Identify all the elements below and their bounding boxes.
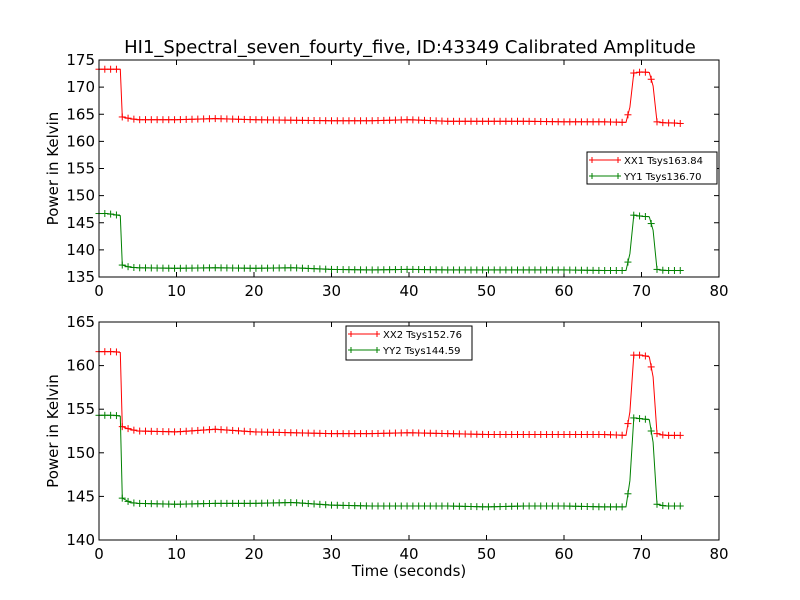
y-tick-label: 175 bbox=[66, 51, 95, 69]
y-tick-label: 150 bbox=[66, 187, 95, 205]
series-markers-1 bbox=[95, 348, 684, 439]
y-tick-label: 165 bbox=[66, 105, 95, 123]
y-axis-label: Power in Kelvin bbox=[44, 374, 62, 488]
x-tick-label: 60 bbox=[554, 282, 573, 300]
chart-title: HI1_Spectral_seven_fourty_five, ID:43349… bbox=[124, 37, 696, 58]
x-tick-label: 40 bbox=[399, 545, 418, 563]
x-tick-label: 70 bbox=[632, 282, 651, 300]
x-tick-label: 0 bbox=[94, 282, 104, 300]
x-tick-label: 30 bbox=[322, 545, 341, 563]
y-tick-label: 135 bbox=[66, 268, 95, 286]
legend-box bbox=[345, 325, 473, 361]
y-tick-label: 165 bbox=[66, 313, 95, 331]
y-tick-label: 150 bbox=[66, 444, 95, 462]
y-tick-label: 160 bbox=[66, 357, 95, 375]
x-tick-label: 10 bbox=[167, 545, 186, 563]
plot-frame bbox=[98, 321, 720, 541]
x-tick-label: 10 bbox=[167, 282, 186, 300]
x-tick-label: 80 bbox=[709, 545, 728, 563]
x-tick-label: 30 bbox=[322, 282, 341, 300]
x-tick-label: 60 bbox=[554, 545, 573, 563]
plot-2: 0 10 20 30 40 50 60 70 80 140 145 150 155 160 165 Power… bbox=[44, 313, 729, 580]
legend-label-2: YY1 Tsys136.70 bbox=[623, 172, 702, 183]
x-tick-label: 0 bbox=[94, 545, 104, 563]
y-tick-label: 140 bbox=[66, 531, 95, 549]
x-tick-label: 20 bbox=[244, 282, 263, 300]
y-tick-label: 170 bbox=[66, 78, 95, 96]
series-markers-2 bbox=[95, 411, 684, 511]
x-tick-label: 80 bbox=[709, 282, 728, 300]
y-tick-label: 155 bbox=[66, 400, 95, 418]
plot-frame bbox=[98, 59, 720, 278]
series-markers-2 bbox=[95, 210, 684, 274]
legend-label-1: XX2 Tsys152.76 bbox=[383, 330, 462, 341]
x-tick-label: 50 bbox=[477, 282, 496, 300]
y-tick-label: 140 bbox=[66, 241, 95, 259]
y-axis-label: Power in Kelvin bbox=[44, 112, 62, 226]
legend: XX1 Tsys163.84 YY1 Tsys136.70 bbox=[586, 151, 718, 185]
legend: XX2 Tsys152.76 YY2 Tsys144.59 bbox=[345, 325, 473, 361]
plot-1: 0 10 20 30 40 50 60 70 80 135 140 145 150 155 160 165 17… bbox=[44, 51, 729, 300]
legend-label-1: XX1 Tsys163.84 bbox=[624, 156, 703, 167]
y-tick-label: 145 bbox=[66, 487, 95, 505]
y-tick-label: 160 bbox=[66, 132, 95, 150]
legend-label-2: YY2 Tsys144.59 bbox=[382, 346, 461, 357]
x-axis-label: Time (seconds) bbox=[351, 562, 467, 580]
y-tick-label: 155 bbox=[66, 160, 95, 178]
x-tick-label: 40 bbox=[399, 282, 418, 300]
x-tick-label: 20 bbox=[244, 545, 263, 563]
y-tick-label: 145 bbox=[66, 214, 95, 232]
x-tick-label: 70 bbox=[632, 545, 651, 563]
x-tick-label: 50 bbox=[477, 545, 496, 563]
plots-container: 0 10 20 30 40 50 60 70 80 135 140 145 150 155 160 165 17… bbox=[44, 51, 729, 580]
legend-box bbox=[586, 151, 718, 185]
series-markers-1 bbox=[95, 65, 684, 127]
